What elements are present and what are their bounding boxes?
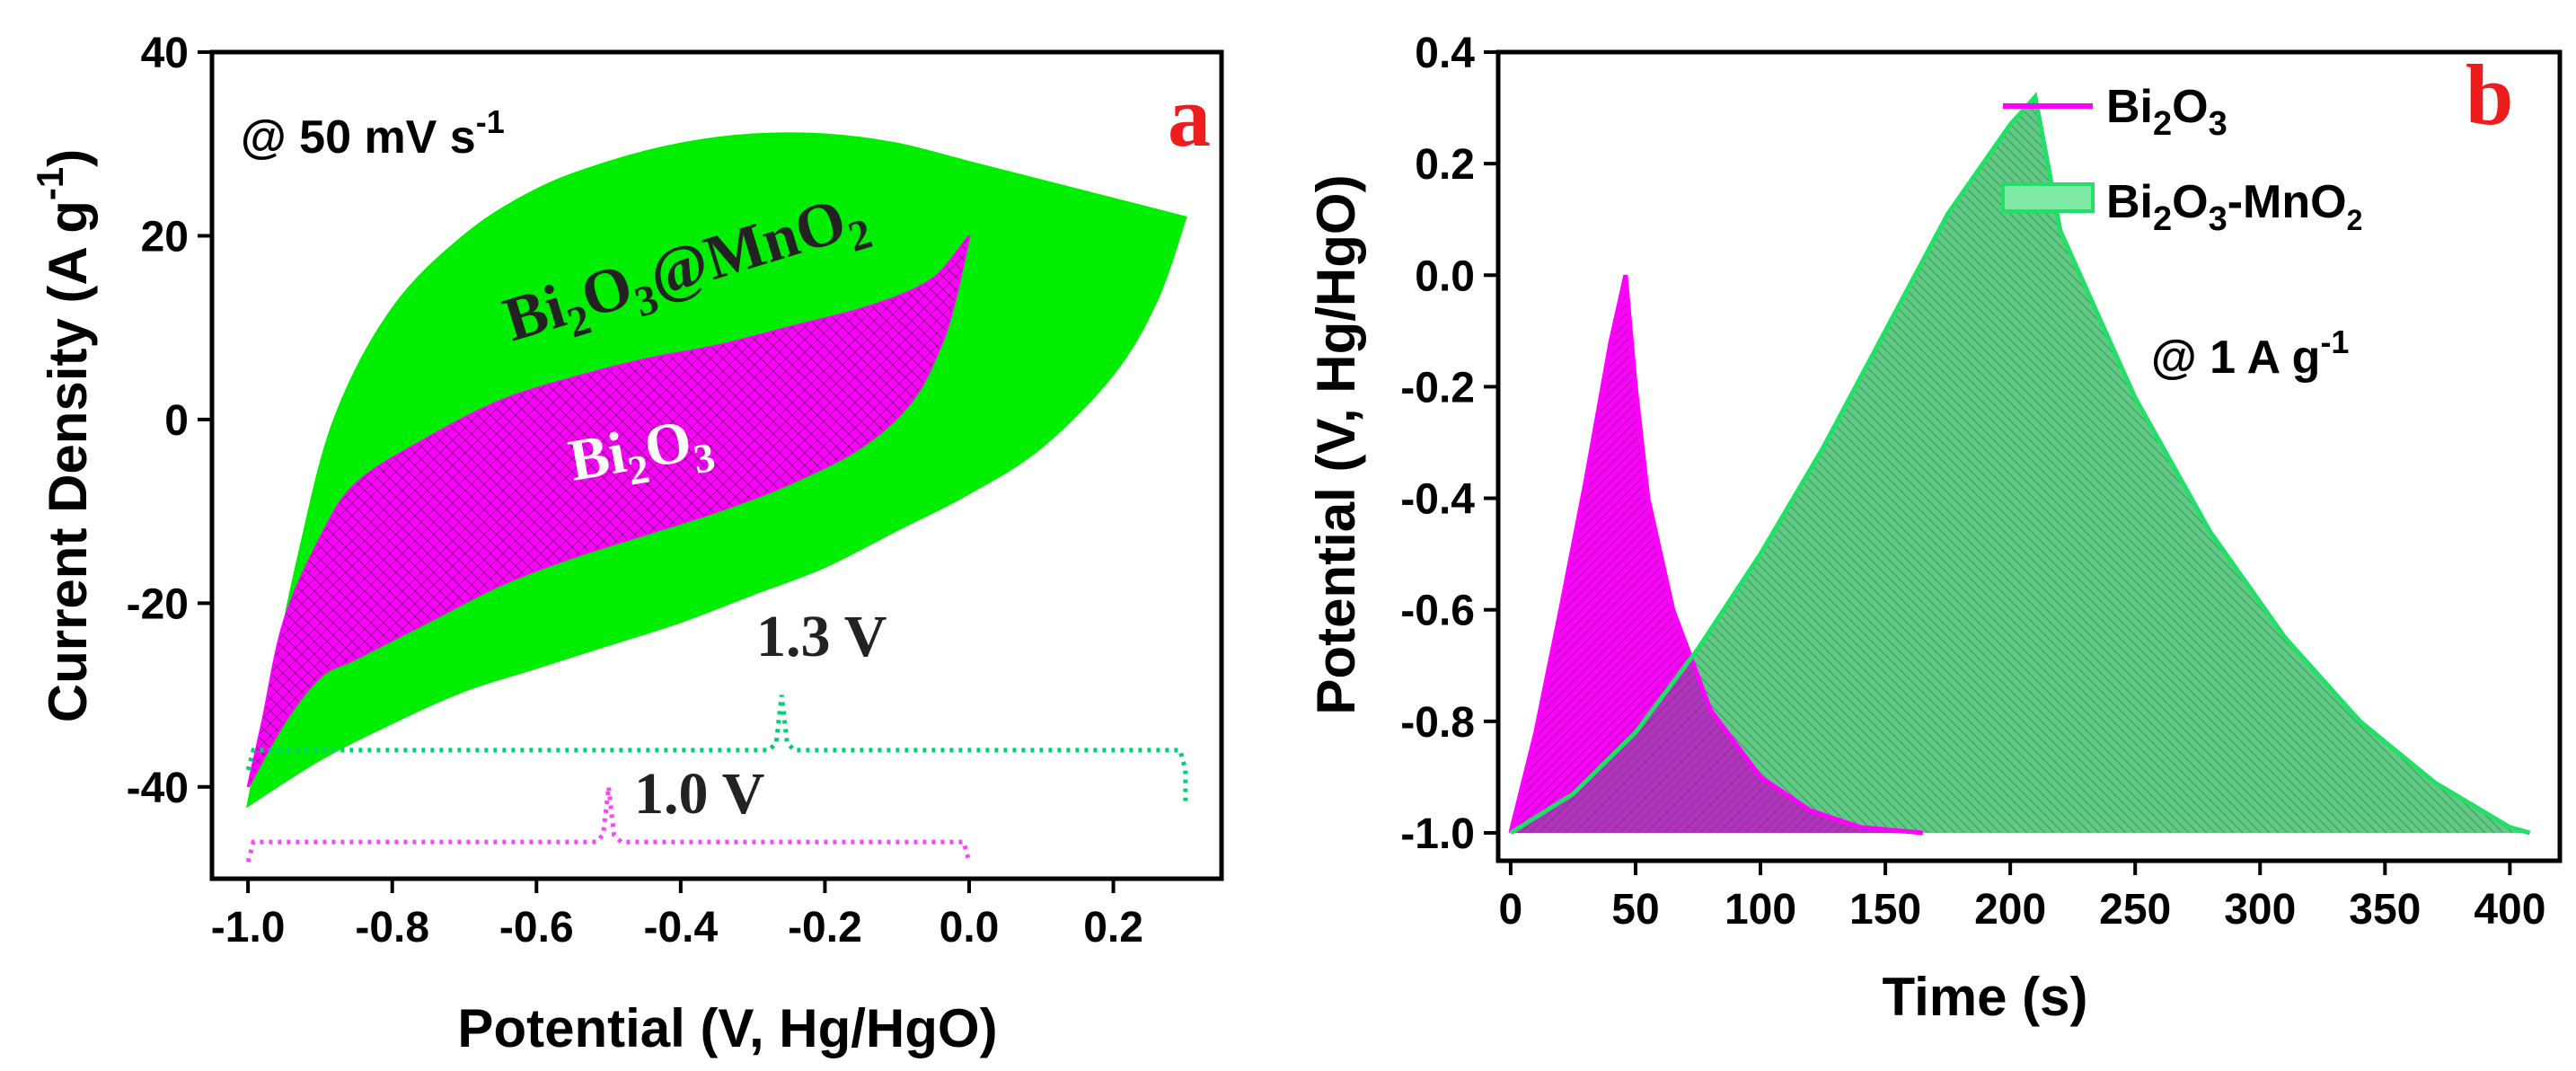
gcd-curves [1508, 92, 2531, 836]
plot-frame-a [209, 49, 1224, 881]
y-tick-label: -0.4 [1400, 476, 1475, 524]
y-ticks-a: -40 -20 0 20 40 [127, 30, 212, 812]
legend-b: Bi2O3 Bi2O3-MnO2 [2001, 81, 2362, 238]
x-tick-label: 350 [2349, 886, 2421, 934]
gcd-line-bi2o3-mno2 [1509, 92, 2531, 836]
y-tick-label: 20 [141, 213, 189, 261]
y-tick-label: 0.0 [1415, 252, 1475, 300]
x-tick-label: 0.2 [1083, 904, 1143, 952]
y-tick-label: 0 [164, 397, 189, 445]
x-tick-label: 250 [2099, 886, 2171, 934]
x-tick-label: -0.8 [355, 904, 429, 952]
gcd-line-bi2o3 [1508, 274, 1924, 836]
window-label-1-0v: 1.0 V [634, 761, 764, 827]
y-tick-label: -20 [127, 580, 189, 628]
y-tick-label: -0.8 [1400, 699, 1475, 747]
x-ticks-a: -1.0 -0.8 -0.6 -0.4 -0.2 0.0 0.2 [211, 879, 1143, 952]
y-tick-label: -1.0 [1400, 810, 1475, 858]
window-label-1-3v: 1.3 V [756, 604, 887, 669]
legend-swatch-bi2o3-mno2 [2001, 182, 2095, 213]
window-bracket-1-0v [245, 786, 972, 863]
x-axis-title-a: Potential (V, Hg/HgO) [457, 998, 997, 1058]
plot-frame-b [1495, 49, 2563, 863]
y-tick-label: 40 [141, 30, 189, 77]
x-tick-label: -0.6 [499, 904, 574, 952]
x-tick-label: 100 [1725, 886, 1796, 934]
y-ticks-b: -1.0 -0.8 -0.6 -0.4 -0.2 0.0 0.2 0.4 [1400, 30, 1498, 858]
x-tick-label: 150 [1849, 886, 1921, 934]
x-tick-label: 300 [2224, 886, 2296, 934]
panel-a-cv-plot: -1.0 -0.8 -0.6 -0.4 -0.2 0.0 0.2 -40 -20 0 20 40 @… [29, 30, 1224, 1058]
annotation-current-density: @ 1 A g-1 [2151, 323, 2349, 384]
y-tick-label: -0.6 [1400, 588, 1475, 635]
y-axis-title-b: Potential (V, Hg/HgO) [1306, 174, 1366, 714]
gcd-hatch-bi2o3-mno2 [1510, 96, 2530, 833]
annotation-scan-rate: @ 50 mV s-1 [241, 103, 505, 164]
panel-letter-a: a [1168, 68, 1211, 164]
y-tick-label: -0.2 [1400, 364, 1475, 412]
gcd-overlap-shade [1510, 96, 2530, 833]
panel-letter-b: b [2466, 47, 2513, 143]
x-axis-title-b: Time (s) [1883, 967, 2088, 1027]
cv-hatch-bi2o3 [248, 235, 970, 787]
cv-curves [245, 132, 1187, 809]
panel-b-gcd-plot: 0 50 100 150 200 250 300 350 400 -1.0 -0.8 -0.6 -0.… [1306, 30, 2563, 1027]
y-tick-label: -40 [127, 765, 189, 812]
x-tick-label: -1.0 [211, 904, 286, 952]
x-ticks-b: 0 50 100 150 200 250 300 350 400 [1499, 861, 2545, 934]
x-tick-label: -0.4 [643, 904, 718, 952]
gcd-hatch-bi2o3 [1510, 275, 1923, 833]
x-tick-label: 400 [2474, 886, 2545, 934]
y-axis-title-a: Current Density (A g-1) [29, 149, 98, 723]
legend-label-bi2o3-mno2: Bi2O3-MnO2 [2106, 176, 2362, 238]
legend-label-bi2o3: Bi2O3 [2106, 81, 2228, 143]
y-tick-label: 0.4 [1415, 30, 1475, 77]
label-bi2o3-a: Bi2O3 [564, 404, 719, 503]
x-tick-label: 0.0 [940, 904, 1000, 952]
x-tick-label: 200 [1974, 886, 2046, 934]
x-tick-label: -0.2 [788, 904, 862, 952]
x-tick-label: 50 [1611, 886, 1659, 934]
x-tick-label: 0 [1499, 886, 1523, 934]
y-tick-label: 0.2 [1415, 141, 1475, 189]
